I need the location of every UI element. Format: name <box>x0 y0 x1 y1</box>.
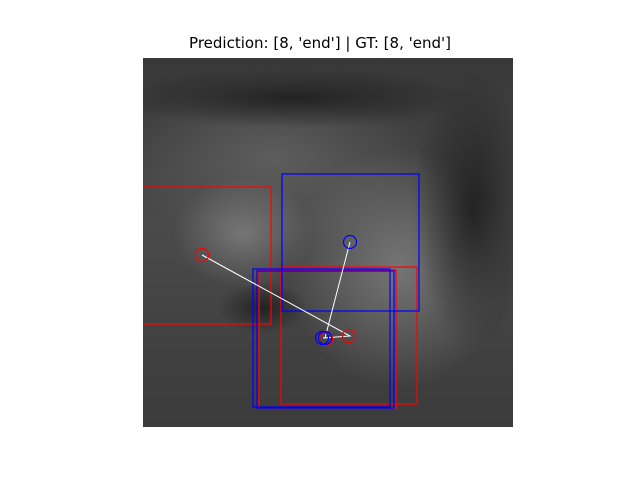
prediction-box <box>143 186 272 325</box>
image-axes <box>143 58 513 427</box>
image-highlight <box>173 178 313 288</box>
ground-truth-box <box>281 173 420 312</box>
annotated-image <box>143 58 513 427</box>
image-shadow <box>218 283 308 333</box>
prediction-point <box>341 328 357 344</box>
ground-truth-box <box>252 268 391 408</box>
ground-truth-point <box>317 330 333 346</box>
ground-truth-point <box>342 234 358 250</box>
figure-title: Prediction: [8, 'end'] | GT: [8, 'end'] <box>189 34 451 52</box>
image-shadow <box>143 68 473 128</box>
prediction-box <box>280 266 418 405</box>
ground-truth-point <box>314 330 330 346</box>
ground-truth-trajectory <box>323 241 351 339</box>
prediction-point <box>194 247 210 263</box>
image-shadow <box>413 68 513 348</box>
ground-truth-box <box>256 270 395 409</box>
